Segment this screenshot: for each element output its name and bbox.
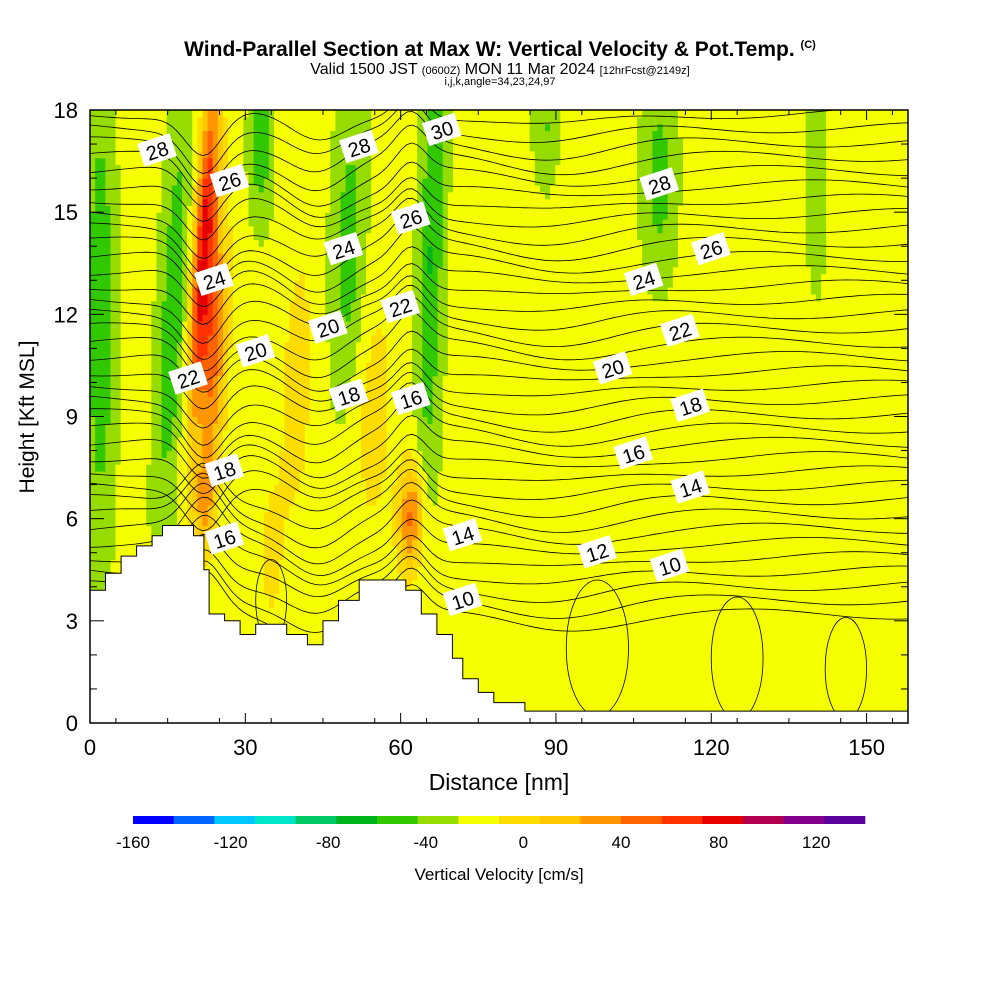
theta-contour-line bbox=[90, 459, 908, 532]
theta-contour-line bbox=[90, 177, 908, 241]
theta-contour-line bbox=[90, 275, 908, 344]
theta-contour-line bbox=[90, 263, 908, 325]
theta-contour-line bbox=[90, 549, 908, 614]
colorbar-swatch bbox=[295, 816, 337, 824]
contour-label: 28 bbox=[137, 133, 177, 167]
theta-contour-line bbox=[90, 472, 908, 549]
theta-contour-line bbox=[90, 559, 908, 633]
x-tick-label: 0 bbox=[84, 735, 96, 760]
y-tick-label: 3 bbox=[66, 609, 78, 634]
colorbar-swatch bbox=[255, 816, 296, 824]
y-tick-label: 0 bbox=[66, 711, 78, 736]
theta-contour-line bbox=[90, 496, 908, 577]
contour-label: 22 bbox=[660, 313, 700, 348]
colorbar-tick-label: 120 bbox=[802, 833, 830, 852]
x-tick-label: 120 bbox=[693, 735, 730, 760]
colorbar: -160 -120 -80 -40 0 40 80 120 bbox=[116, 816, 866, 852]
colorbar-swatch bbox=[133, 816, 174, 824]
chart-title: Wind-Parallel Section at Max W: Vertical… bbox=[184, 38, 816, 61]
theta-contour-line bbox=[90, 110, 908, 174]
contour-label: 16 bbox=[204, 521, 245, 555]
colorbar-tick-label: 0 bbox=[519, 833, 528, 852]
y-tick-label: 15 bbox=[54, 200, 78, 225]
colorbar-tick-label: -80 bbox=[316, 833, 341, 852]
x-tick-label: 150 bbox=[848, 735, 885, 760]
theta-contour-line bbox=[90, 330, 908, 393]
colorbar-swatch bbox=[458, 816, 500, 824]
colorbar-tick-label: -120 bbox=[214, 833, 248, 852]
terrain bbox=[90, 525, 908, 723]
theta-contour-line bbox=[90, 533, 908, 598]
contour-label: 14 bbox=[670, 470, 711, 504]
contour-label: 30 bbox=[421, 112, 462, 147]
theta-contour-line bbox=[90, 295, 908, 372]
theta-contour-line bbox=[90, 197, 908, 274]
colorbar-swatch bbox=[743, 816, 784, 824]
x-axis-label: Distance [nm] bbox=[429, 769, 570, 795]
y-tick-label: 18 bbox=[54, 98, 78, 123]
y-axis-label: Height [Kft MSL] bbox=[16, 341, 39, 494]
terrain-profile bbox=[90, 525, 908, 723]
theta-contour-line bbox=[90, 382, 908, 459]
contour-label: 16 bbox=[613, 436, 654, 470]
colorbar-swatch bbox=[214, 816, 256, 824]
theta-contour-line bbox=[90, 362, 908, 429]
colorbar-tick-label: 80 bbox=[709, 833, 728, 852]
theta-contour-line bbox=[90, 110, 841, 157]
contour-label: 26 bbox=[209, 163, 250, 198]
theta-contour-line bbox=[90, 482, 908, 565]
chart-subtitle: Valid 1500 JST (0600Z) MON 11 Mar 2024 [… bbox=[310, 61, 690, 78]
theta-contour-line bbox=[90, 311, 908, 381]
theta-contour-line bbox=[90, 284, 908, 360]
colorbar-swatch bbox=[702, 816, 744, 824]
contour-label: 28 bbox=[639, 167, 680, 201]
colorbar-swatch bbox=[661, 816, 703, 824]
theta-contour-line bbox=[90, 462, 908, 530]
y-tick-label: 12 bbox=[54, 302, 78, 327]
theta-contour-line bbox=[90, 348, 908, 410]
axes: 0 30 60 90 120 150 0 3 6 9 12 15 18 bbox=[54, 98, 908, 760]
theta-contour-line bbox=[90, 372, 908, 446]
colorbar-swatch bbox=[377, 816, 418, 824]
contour-label: 20 bbox=[308, 310, 348, 344]
theta-contour-line bbox=[90, 448, 908, 513]
contour-label: 24 bbox=[323, 231, 364, 266]
colorbar-swatch bbox=[824, 816, 866, 824]
colorbar-tick-label: -160 bbox=[116, 833, 150, 852]
colorbar-swatch bbox=[783, 816, 825, 824]
y-tick-label: 6 bbox=[66, 507, 78, 532]
y-tick-label: 9 bbox=[66, 405, 78, 430]
colorbar-swatch bbox=[499, 816, 540, 824]
colorbar-swatch bbox=[539, 816, 581, 824]
colorbar-label: Vertical Velocity [cm/s] bbox=[414, 865, 583, 884]
theta-contour-line bbox=[90, 161, 908, 222]
contour-label: 14 bbox=[442, 518, 483, 552]
colorbar-swatch bbox=[417, 816, 459, 824]
theta-contour-line bbox=[90, 569, 908, 650]
colorbar-swatch bbox=[336, 816, 378, 824]
chart-indices: i,j,k,angle=34,23,24,97 bbox=[444, 76, 556, 88]
theta-contour-line bbox=[90, 110, 908, 188]
colorbar-tick-label: -40 bbox=[414, 833, 439, 852]
colorbar-swatch bbox=[580, 816, 622, 824]
theta-contour-line bbox=[90, 396, 908, 468]
x-tick-label: 60 bbox=[388, 735, 412, 760]
theta-contour-line bbox=[90, 188, 908, 260]
colorbar-swatch bbox=[173, 816, 215, 824]
colorbar-tick-label: 40 bbox=[612, 833, 631, 852]
colorbar-swatch bbox=[621, 816, 662, 824]
x-tick-label: 90 bbox=[544, 735, 568, 760]
x-tick-label: 30 bbox=[233, 735, 257, 760]
